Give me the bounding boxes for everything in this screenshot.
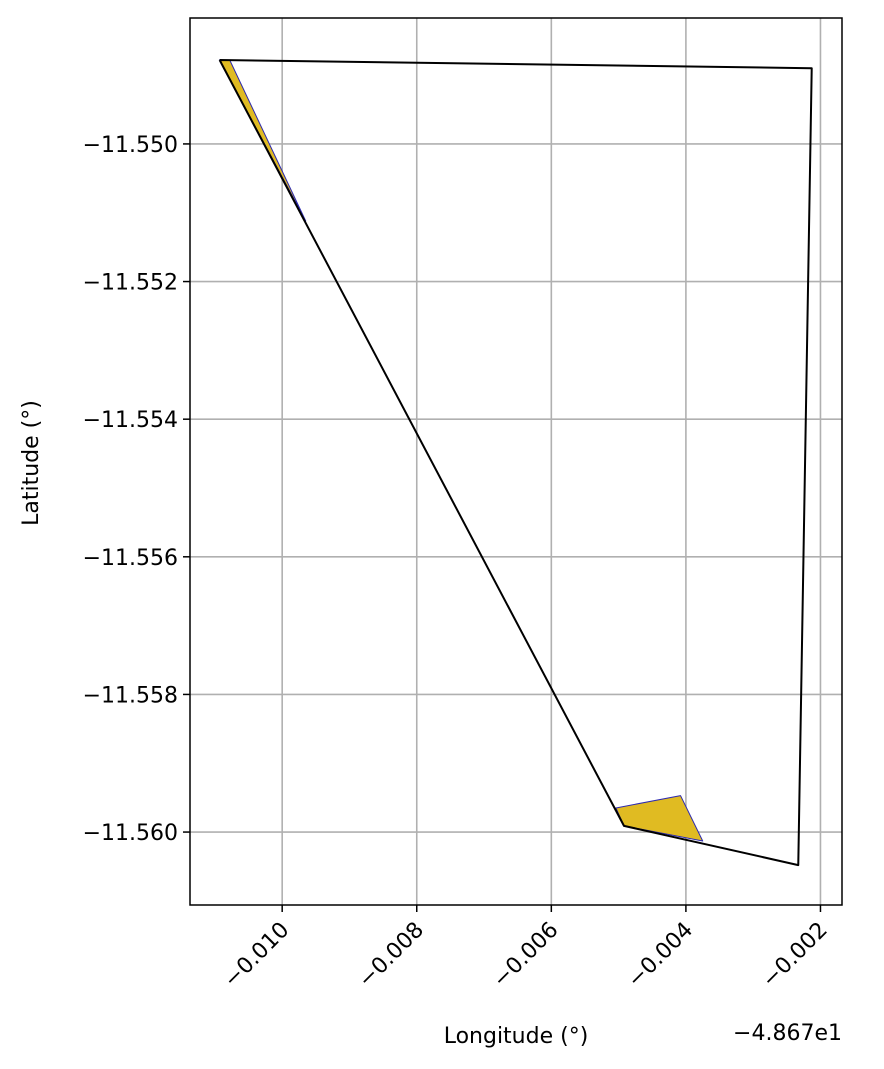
x-axis-label: Longitude (°)	[444, 1024, 589, 1049]
boundary-line	[218, 58, 813, 867]
y-tick-label: −11.552	[83, 271, 178, 296]
x-tick-label: −0.002	[757, 918, 832, 993]
x-tick-label: −0.004	[623, 918, 698, 993]
y-tick-label: −11.550	[83, 133, 178, 158]
filled-regions	[219, 59, 704, 842]
x-tick-label: −0.008	[354, 918, 429, 993]
x-axis-offset-label: −4.867e1	[733, 1021, 842, 1046]
y-tick-label: −11.554	[83, 408, 178, 433]
x-tick-label: −0.010	[219, 918, 294, 993]
y-tick-label: −11.558	[83, 683, 178, 708]
grid	[190, 18, 842, 905]
y-axis-label: Latitude (°)	[19, 400, 44, 526]
plot-frame	[189, 17, 843, 906]
boundary-outline	[218, 58, 813, 867]
y-tick-label: −11.556	[83, 546, 178, 571]
x-tick-label: −0.006	[488, 918, 563, 993]
y-axis-ticks: −11.550 −11.552 −11.554 −11.556 −11.558 −11.5…	[83, 133, 190, 846]
y-tick-label: −11.560	[83, 821, 178, 846]
x-axis-ticks: −0.010 −0.008 −0.006 −0.004 −0.002	[219, 905, 833, 993]
